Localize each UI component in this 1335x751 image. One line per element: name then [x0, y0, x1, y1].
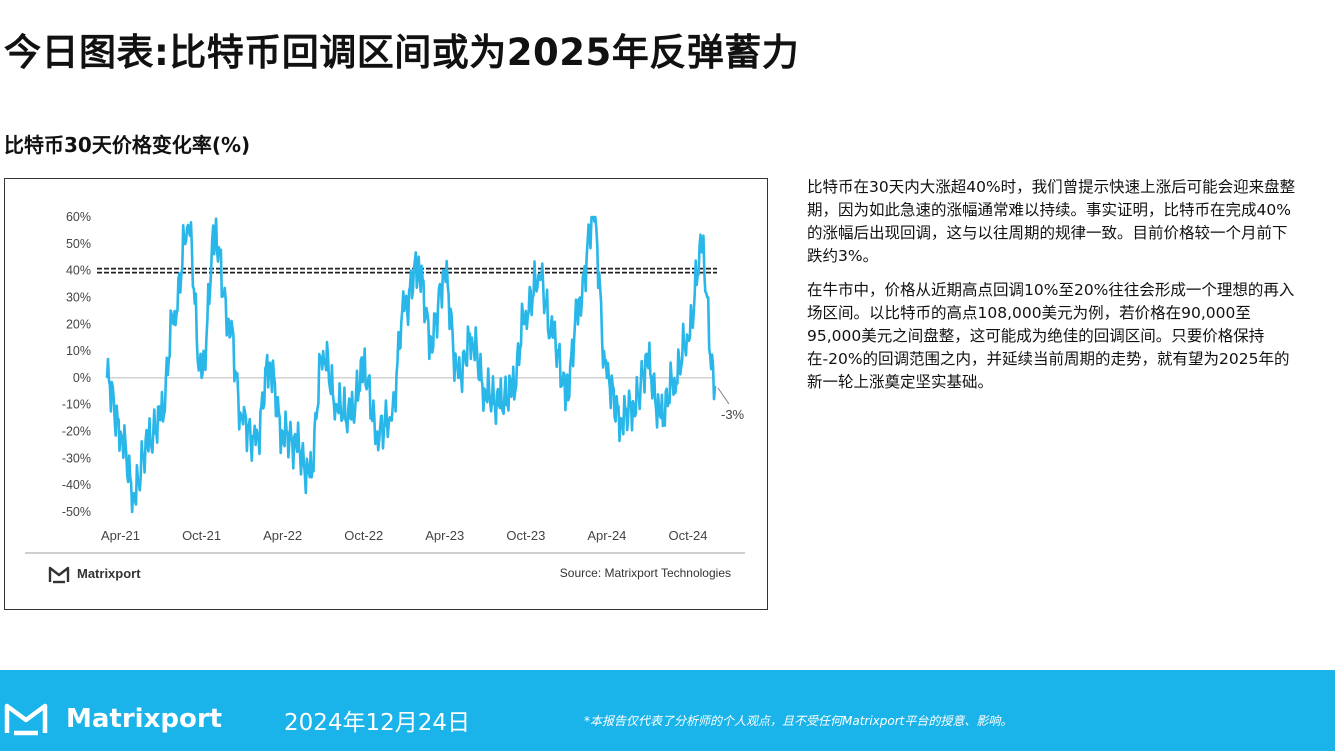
x-tick-label: Apr-22	[263, 528, 302, 543]
chart-source: Source: Matrixport Technologies	[560, 566, 731, 580]
chart-axes: 60% 50% 40% 30% 20% 10% 0% -10% -20% -30% -40% -50%…	[62, 210, 715, 543]
x-tick-label: Oct-23	[506, 528, 545, 543]
footer-bar: Matrixport 2024年12月24日 *本报告仅代表了分析师的个人观点，…	[0, 670, 1335, 751]
x-tick-label: Oct-24	[668, 528, 707, 543]
y-tick-label: -10%	[62, 398, 91, 412]
commentary: 比特币在30天内大涨超40%时，我们曾提示快速上涨后可能会迎来盘整期，因为如此急…	[807, 176, 1297, 405]
y-tick-label: -40%	[62, 478, 91, 492]
y-tick-label: 40%	[66, 264, 91, 278]
x-tick-label: Oct-22	[344, 528, 383, 543]
y-tick-label: -50%	[62, 505, 91, 519]
report-date: 2024年12月24日	[284, 710, 471, 736]
y-tick-label: 0%	[73, 371, 91, 385]
commentary-paragraph-1: 比特币在30天内大涨超40%时，我们曾提示快速上涨后可能会迎来盘整期，因为如此急…	[807, 178, 1296, 265]
x-tick-label: Apr-23	[425, 528, 464, 543]
chart-title: 比特币30天价格变化率(%)	[4, 133, 251, 157]
y-tick-label: 10%	[66, 344, 91, 358]
end-value-label: -3%	[721, 407, 745, 422]
chart-logo-text: Matrixport	[77, 566, 141, 581]
matrixport-logo-icon	[48, 566, 70, 584]
series-layer	[105, 215, 730, 514]
y-tick-label: -20%	[62, 425, 91, 439]
chart-panel: 60% 50% 40% 30% 20% 10% 0% -10% -20% -30% -40% -50%…	[4, 178, 768, 610]
y-tick-label: 60%	[66, 210, 91, 224]
matrixport-logo-icon	[4, 703, 48, 736]
y-tick-label: -30%	[62, 451, 91, 465]
x-tick-label: Apr-24	[587, 528, 626, 543]
end-annotation-leader	[717, 387, 730, 405]
reference-line-layer	[97, 267, 717, 274]
x-tick-label: Oct-21	[182, 528, 221, 543]
y-tick-label: 30%	[66, 290, 91, 304]
page-title: 今日图表:比特币回调区间或为2025年反弹蓄力	[4, 31, 800, 74]
y-tick-label: 20%	[66, 317, 91, 331]
series-line	[105, 215, 717, 514]
footer-brand: Matrixport	[66, 704, 223, 734]
commentary-paragraph-2: 在牛市中，价格从近期高点回调10%至20%往往会形成一个理想的再入场区间。以比特…	[807, 281, 1295, 391]
y-tick-label: 50%	[66, 237, 91, 251]
line-chart: 60% 50% 40% 30% 20% 10% 0% -10% -20% -30% -40% -50%…	[25, 210, 745, 584]
x-tick-label: Apr-21	[101, 528, 140, 543]
disclaimer: *本报告仅代表了分析师的个人观点，且不受任何Matrixport平台的授意、影响…	[584, 714, 1013, 728]
